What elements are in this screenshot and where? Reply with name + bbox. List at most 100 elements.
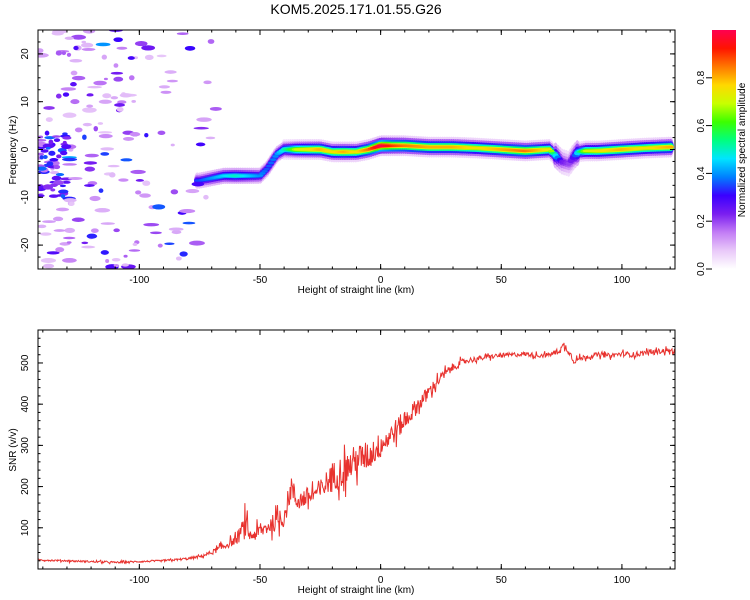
spectrogram-cell	[116, 46, 128, 50]
colorbar-tick-label: 0.2	[696, 214, 707, 228]
spectrogram-cell	[182, 221, 196, 225]
spectrogram-cell	[164, 242, 175, 245]
spectrogram-cell	[62, 258, 77, 263]
spectrogram-cell	[128, 249, 141, 252]
spectrogram-cell	[86, 93, 94, 97]
spectrogram-cell	[71, 217, 85, 222]
y-tick-label: -20	[20, 237, 31, 252]
spectrogram-cell	[82, 107, 97, 113]
y-tick-label: 20	[20, 48, 31, 60]
spectrogram-cell	[61, 144, 72, 150]
spectrogram-cell	[46, 251, 60, 255]
spectrogram-cell	[117, 100, 127, 104]
snr-x-axis-title: Height of straight line (km)	[298, 585, 415, 596]
colorbar: 0.0 0.2 0.4 0.6 0.8 Normalized spectral ampl…	[696, 30, 748, 276]
spectrogram-cell	[53, 229, 66, 232]
spectrogram-cell	[209, 106, 222, 111]
spectrogram-cell	[101, 54, 107, 60]
spectrogram-cell	[63, 198, 77, 203]
spectrogram-cell	[110, 96, 119, 100]
spectrogram-cell	[100, 222, 115, 225]
spectrogram-cell	[130, 169, 146, 174]
spectrogram-cell	[62, 163, 77, 166]
spectrogram-cell	[86, 104, 94, 108]
spectrogram-cell	[95, 42, 111, 47]
spectrogram-cell	[55, 207, 69, 212]
spectrogram-cell	[58, 189, 69, 194]
spectrogram-cell	[267, 161, 275, 165]
y-tick-label: 500	[20, 354, 31, 371]
spectrogram-cell	[71, 34, 86, 40]
spectrogram-cell	[548, 149, 555, 153]
spectrogram-cell	[81, 245, 96, 249]
spectrogram-cell	[149, 231, 162, 235]
spectrogram-cell	[43, 263, 55, 269]
y-tick-label: 200	[20, 478, 31, 495]
spectrogram-cell	[62, 140, 67, 145]
spectrogram-cell	[196, 117, 212, 122]
spectrogram-cell	[193, 126, 209, 130]
spectrogram-cell	[84, 153, 99, 158]
spectrogram-cell	[184, 45, 196, 51]
spectrogram-cell	[175, 256, 182, 261]
snr-y-axis-title: SNR (v/v)	[8, 428, 19, 471]
spectrogram-cell	[203, 80, 212, 85]
colorbar-title: Normalized spectral amplitude	[737, 82, 748, 217]
spectrogram-cell	[49, 183, 58, 187]
spectrogram-cell	[179, 251, 188, 257]
spectrogram-cell	[100, 147, 115, 151]
x-tick-label: -100	[129, 275, 149, 286]
spectrogram-cell	[98, 99, 112, 104]
spectrogram-cell	[261, 169, 268, 173]
spectrogram-cell	[135, 190, 142, 195]
spectrogram-cell	[90, 228, 99, 233]
spectrogram-cell	[131, 99, 136, 103]
spectrogram-cell	[70, 99, 80, 105]
spectrogram-cell	[45, 117, 53, 122]
spectrogram-cell	[143, 222, 160, 227]
spectrogram-cell	[60, 87, 77, 91]
spectrogram-cell	[62, 112, 77, 118]
spectrogram-cell	[156, 54, 167, 58]
spectrogram-cell	[195, 142, 206, 147]
spectrogram-cell	[81, 47, 96, 51]
spectrogram-cell	[86, 233, 98, 239]
colorbar-ticks: 0.0 0.2 0.4 0.6 0.8	[696, 70, 712, 276]
spectrogram-cell	[84, 184, 95, 187]
spectrogram-cell	[50, 188, 56, 192]
spectrogram-cell	[53, 180, 64, 186]
spectrogram-cell	[38, 185, 44, 189]
spectrogram-cell	[207, 39, 215, 44]
spectrogram-cell	[38, 138, 47, 142]
spectrogram-cell	[119, 93, 133, 98]
spectrogram-cell	[158, 85, 171, 89]
spectrogram-cell	[110, 71, 124, 75]
spectrogram-cell	[257, 174, 264, 177]
spectrogram-cell	[164, 70, 177, 74]
spectrogram-cell	[38, 166, 47, 171]
spectrogram-cell	[48, 150, 56, 156]
spectrogram-cell	[132, 242, 138, 246]
spectrogram-cell	[113, 228, 120, 233]
spectrogram-cell	[38, 194, 45, 198]
spectrogram-cell	[68, 201, 75, 206]
spectrogram-cell	[70, 70, 78, 76]
spectrogram-cells	[38, 30, 674, 269]
spectrogram-cell	[107, 164, 120, 168]
y-tick-label: 10	[20, 96, 31, 108]
spectrogram-cell	[113, 63, 119, 68]
spectrogram-cell	[166, 79, 179, 83]
spectrogram-cell	[93, 125, 99, 132]
spectrogram-cell	[100, 250, 109, 255]
spectrogram-cell	[272, 155, 279, 158]
spectrogram-cell	[64, 36, 75, 40]
spectrogram-cell	[50, 170, 60, 175]
x-tick-label: -50	[253, 275, 268, 286]
spectrogram-cell	[142, 180, 151, 186]
colorbar-tick-label: 0.0	[696, 262, 707, 276]
snr-y-ticks: 100 200 300 400 500	[20, 329, 675, 562]
spectrogram-cell	[144, 133, 149, 138]
spectrogram-cell	[113, 37, 123, 42]
spectrogram-cell	[185, 189, 200, 194]
